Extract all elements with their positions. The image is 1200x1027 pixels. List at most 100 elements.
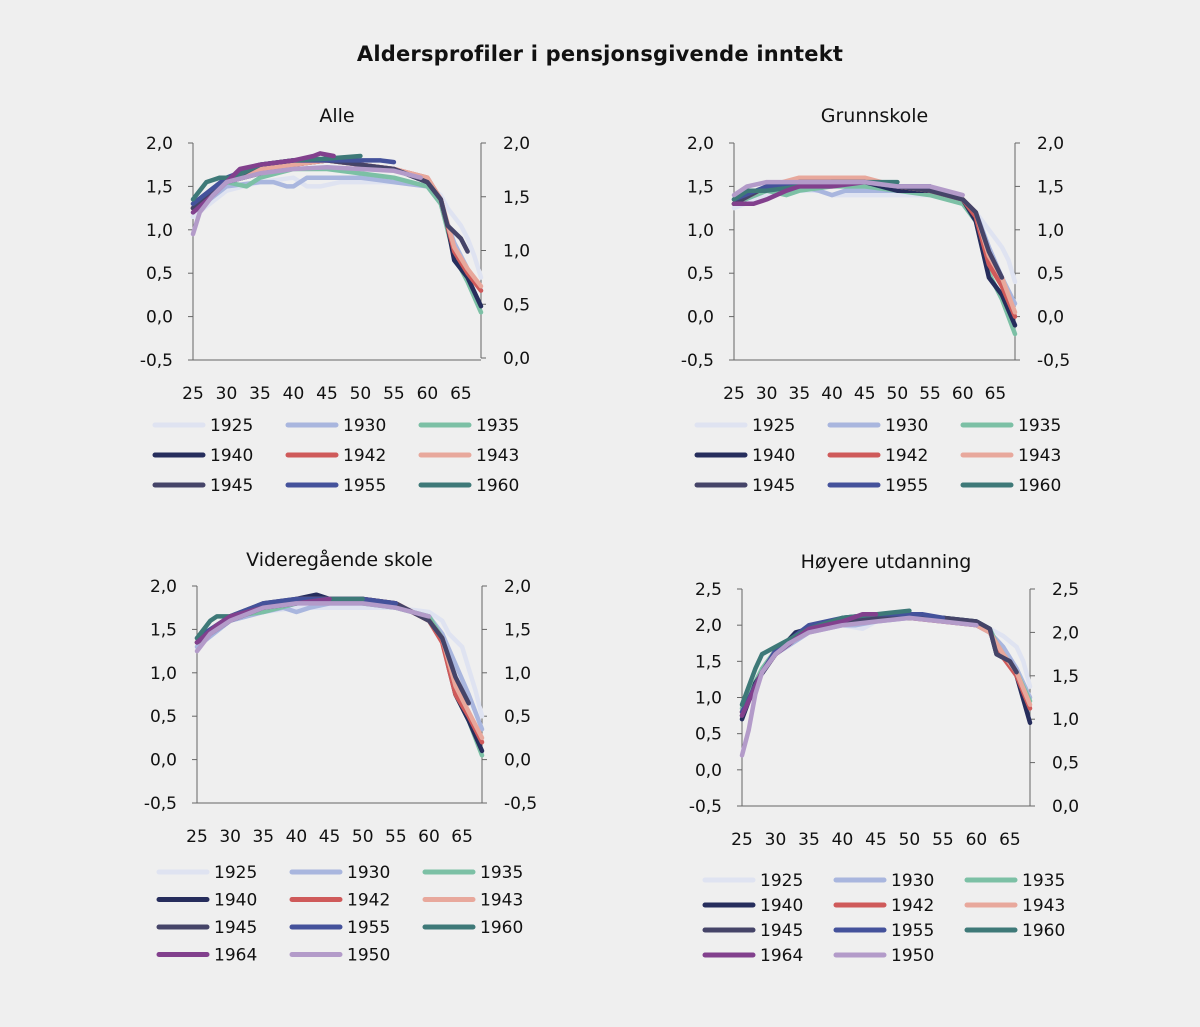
series-line-1950	[739, 615, 979, 758]
legend-label-1940: 1940	[214, 891, 257, 911]
legend-label-1955: 1955	[343, 476, 386, 496]
x-tick-label: 25	[186, 827, 208, 847]
x-tick-label: 35	[798, 830, 820, 850]
legend-label-1942: 1942	[885, 446, 928, 466]
legend-label-1930: 1930	[891, 871, 934, 891]
x-tick-label: 60	[952, 384, 974, 404]
series-line-1925	[194, 605, 485, 719]
main-title: Aldersprofiler i pensjonsgivende inntekt	[356, 42, 844, 66]
legend-label-1964: 1964	[214, 946, 257, 966]
series-line-1940	[731, 175, 1018, 328]
legend-label-1925: 1925	[214, 863, 257, 883]
y-tick-right-label: 0,5	[504, 707, 531, 727]
y-tick-right-label: 0,0	[1052, 797, 1079, 817]
y-tick-left-label: 2,0	[687, 134, 714, 154]
y-tick-left-label: 1,0	[695, 689, 722, 709]
legend-label-1940: 1940	[210, 446, 253, 466]
legend-label-1955: 1955	[891, 921, 934, 941]
chart-title: Alle	[319, 105, 354, 127]
y-tick-right-label: 0,5	[503, 295, 530, 315]
x-tick-label: 55	[932, 830, 954, 850]
x-tick-label: 50	[352, 827, 374, 847]
x-tick-label: 35	[249, 384, 271, 404]
y-tick-left-label: 2,0	[695, 616, 722, 636]
x-tick-label: 25	[723, 384, 745, 404]
y-tick-right-label: 1,0	[1052, 710, 1079, 730]
y-tick-left-label: 1,0	[150, 664, 177, 684]
legend-label-1935: 1935	[1022, 871, 1065, 891]
legend-label-1943: 1943	[1022, 896, 1065, 916]
x-tick-label: 25	[731, 830, 753, 850]
chart-panel-3: Videregående skole 2,0 1,5 1,0 0,5 0,0 -0,5 2,0…	[144, 548, 537, 966]
series-line-1940	[739, 615, 1033, 726]
legend-label-1942: 1942	[343, 446, 386, 466]
legend-label-1930: 1930	[343, 416, 386, 436]
x-tick-label: 40	[821, 384, 843, 404]
y-tick-left-label: 0,0	[687, 308, 714, 328]
legend-label-1942: 1942	[891, 896, 934, 916]
series-line-1950	[731, 179, 965, 198]
x-tick-label: 40	[286, 827, 308, 847]
legend-label-1945: 1945	[214, 918, 257, 938]
y-tick-right-label: 0,5	[1052, 754, 1079, 774]
x-tick-label: 45	[854, 384, 876, 404]
series-line-1964	[731, 179, 867, 207]
legend-label-1935: 1935	[1018, 416, 1061, 436]
x-tick-label: 25	[182, 384, 204, 404]
x-tick-label: 65	[451, 827, 473, 847]
series-line-1945	[739, 615, 1019, 718]
series-line-1930	[194, 601, 485, 732]
x-tick-label: 40	[832, 830, 854, 850]
y-tick-left-label: 2,0	[150, 577, 177, 597]
y-tick-right-label: 0,0	[504, 751, 531, 771]
y-tick-right-label: 2,0	[1037, 134, 1064, 154]
series-line-1950	[190, 165, 423, 237]
legend-label-1930: 1930	[885, 416, 928, 436]
y-tick-right-label: 2,0	[503, 134, 530, 154]
x-tick-label: 60	[966, 830, 988, 850]
x-tick-label: 50	[899, 830, 921, 850]
legend-label-1960: 1960	[1018, 476, 1061, 496]
y-tick-left-label: 1,5	[695, 652, 722, 672]
series-line-1935	[194, 596, 485, 758]
chart-title: Videregående skole	[246, 548, 433, 571]
chart-title: Grunnskole	[821, 105, 928, 127]
y-tick-right-label: 2,0	[1052, 623, 1079, 643]
legend-label-1943: 1943	[480, 891, 523, 911]
legend-label-1925: 1925	[752, 416, 795, 436]
legend-label-1930: 1930	[347, 863, 390, 883]
y-tick-right-label: 1,5	[1052, 667, 1079, 687]
y-tick-left-label: 0,5	[150, 707, 177, 727]
legend-label-1940: 1940	[760, 896, 803, 916]
x-tick-label: 35	[789, 384, 811, 404]
legend-label-1943: 1943	[476, 446, 519, 466]
chart-title: Høyere utdanning	[801, 551, 972, 573]
x-tick-label: 45	[316, 384, 338, 404]
x-tick-label: 45	[319, 827, 341, 847]
y-tick-left-label: 1,0	[687, 221, 714, 241]
y-tick-right-label: 0,0	[1037, 308, 1064, 328]
y-tick-left-label: -0,5	[689, 797, 722, 817]
x-tick-label: 65	[999, 830, 1021, 850]
legend-label-1955: 1955	[347, 918, 390, 938]
legend-label-1935: 1935	[480, 863, 523, 883]
legend-label-1945: 1945	[752, 476, 795, 496]
legend-label-1935: 1935	[476, 416, 519, 436]
legend-label-1943: 1943	[1018, 446, 1061, 466]
legend-label-1925: 1925	[760, 871, 803, 891]
y-tick-left-label: 1,5	[146, 177, 173, 197]
x-tick-label: 40	[283, 384, 305, 404]
y-tick-right-label: -0,5	[504, 794, 537, 814]
legend-label-1950: 1950	[891, 946, 934, 966]
legend-label-1955: 1955	[885, 476, 928, 496]
y-tick-left-label: 0,5	[146, 264, 173, 284]
series-line-1942	[731, 175, 1018, 319]
legend-label-1945: 1945	[760, 921, 803, 941]
x-tick-label: 35	[252, 827, 274, 847]
y-tick-left-label: 0,0	[146, 308, 173, 328]
x-tick-label: 30	[756, 384, 778, 404]
legend-label-1945: 1945	[210, 476, 253, 496]
x-tick-label: 55	[385, 827, 407, 847]
legend-label-1960: 1960	[480, 918, 523, 938]
